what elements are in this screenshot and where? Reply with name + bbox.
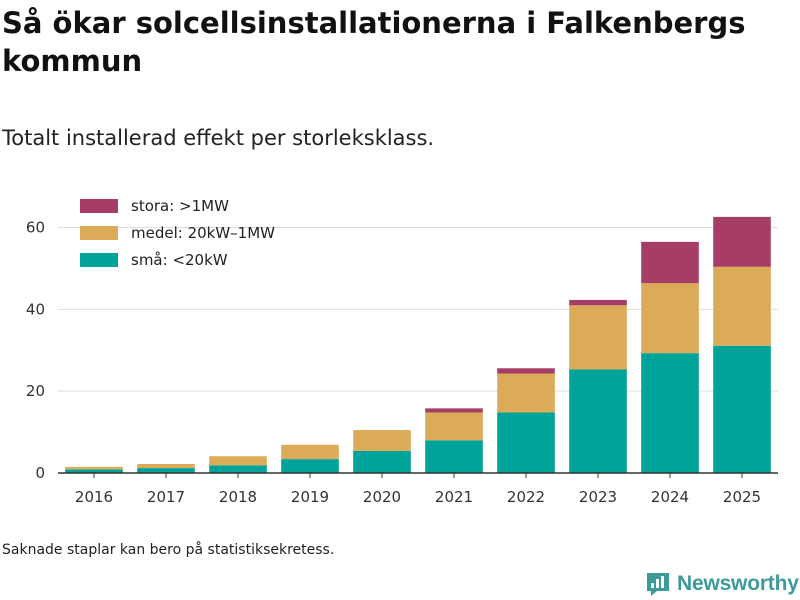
brand-logo: Newsworthy	[644, 570, 799, 598]
legend-label-medel: medel: 20kW–1MW	[131, 224, 275, 242]
bar-sma-2025	[713, 345, 771, 473]
axes: 0 20 40 60 2016 2017 2018 2019 2020 2021 2022 2023 2…	[26, 219, 778, 506]
legend-swatch-medel	[80, 226, 118, 240]
y-tick-label-60: 60	[26, 219, 45, 237]
x-tick-label-2020: 2020	[363, 488, 401, 506]
bars	[65, 216, 771, 473]
bar-sma-2017	[137, 468, 195, 473]
bar-sma-2018	[209, 465, 267, 473]
bar-stora-2023	[569, 299, 627, 306]
x-tick-label-2017: 2017	[147, 488, 185, 506]
x-tick-label-2025: 2025	[723, 488, 761, 506]
bar-sma-2016	[65, 469, 123, 473]
bar-sma-2021	[425, 440, 483, 473]
x-tick-label-2021: 2021	[435, 488, 473, 506]
bar-medel-2025	[713, 266, 771, 346]
bar-sma-2024	[641, 353, 699, 473]
bar-stora-2021	[425, 408, 483, 413]
legend-swatch-sma	[80, 253, 118, 267]
chart-subtitle: Totalt installerad effekt per storlekskl…	[2, 126, 435, 150]
bar-sma-2023	[569, 369, 627, 473]
newsworthy-logo-icon	[647, 573, 669, 596]
legend-label-stora: stora: >1MW	[131, 197, 229, 215]
bar-medel-2019	[281, 444, 339, 460]
x-tick-label-2016: 2016	[75, 488, 113, 506]
footnote: Saknade staplar kan bero på statistiksek…	[2, 542, 335, 558]
stacked-bar-chart: 0 20 40 60 2016 2017 2018 2019 2020 2021 2022 2023 2…	[26, 197, 778, 506]
legend-swatch-stora	[80, 199, 118, 213]
bar-sma-2022	[497, 412, 555, 473]
bar-medel-2017	[137, 464, 195, 469]
bar-medel-2020	[353, 430, 411, 451]
bar-stora-2025	[713, 216, 771, 267]
brand-name: Newsworthy	[677, 572, 799, 595]
bar-sma-2020	[353, 450, 411, 473]
y-tick-label-20: 20	[26, 382, 45, 400]
x-tick-label-2019: 2019	[291, 488, 329, 506]
legend-label-sma: små: <20kW	[131, 251, 228, 269]
bar-medel-2016	[65, 466, 123, 470]
x-tick-label-2024: 2024	[651, 488, 689, 506]
bar-medel-2021	[425, 412, 483, 441]
legend: stora: >1MW medel: 20kW–1MW små: <20kW	[80, 197, 275, 269]
bar-medel-2023	[569, 305, 627, 370]
bar-stora-2022	[497, 368, 555, 374]
bar-medel-2022	[497, 373, 555, 413]
bar-stora-2024	[641, 241, 699, 284]
bar-medel-2018	[209, 456, 267, 466]
y-tick-label-40: 40	[26, 300, 45, 318]
x-tick-label-2022: 2022	[507, 488, 545, 506]
y-tick-label-0: 0	[35, 464, 45, 482]
x-tick-label-2023: 2023	[579, 488, 617, 506]
bar-sma-2019	[281, 459, 339, 473]
x-tick-label-2018: 2018	[219, 488, 257, 506]
bar-medel-2024	[641, 283, 699, 354]
chart-title: Så ökar solcellsinstallationerna i Falke…	[2, 6, 746, 78]
